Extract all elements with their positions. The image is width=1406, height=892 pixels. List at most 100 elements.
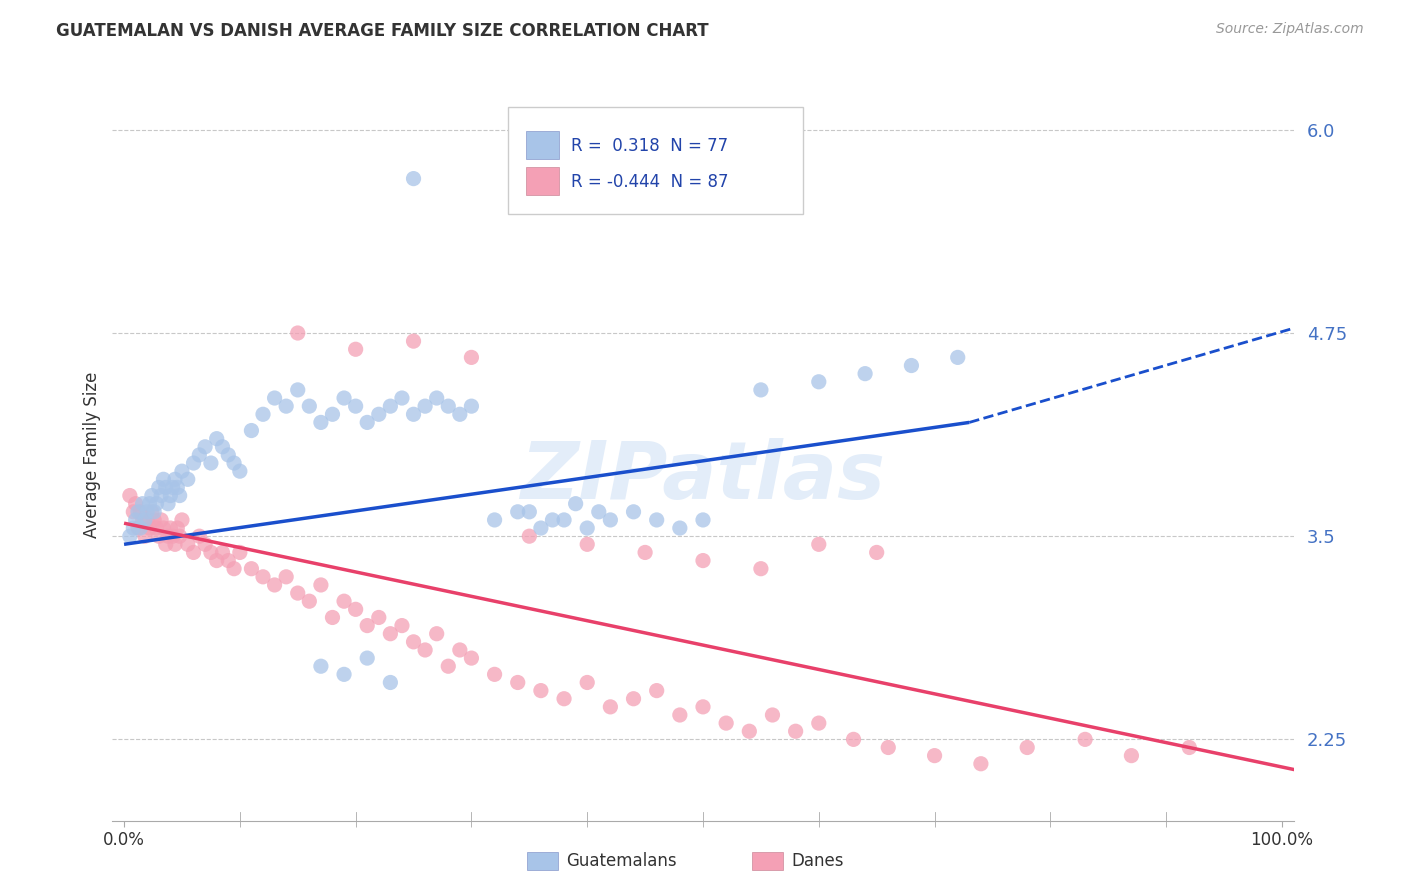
Point bbox=[188, 448, 211, 462]
Point bbox=[669, 708, 692, 723]
Point bbox=[129, 505, 152, 519]
Point bbox=[484, 513, 506, 527]
Point bbox=[309, 659, 332, 673]
Point bbox=[287, 326, 309, 340]
Point bbox=[143, 513, 166, 527]
Point bbox=[276, 570, 298, 584]
Point bbox=[517, 529, 540, 543]
Point bbox=[138, 521, 160, 535]
Point bbox=[564, 497, 586, 511]
Point bbox=[170, 513, 193, 527]
Point bbox=[588, 505, 610, 519]
Point bbox=[380, 399, 402, 413]
Point bbox=[449, 643, 471, 657]
Text: R = -0.444  N = 87: R = -0.444 N = 87 bbox=[571, 173, 728, 191]
Point bbox=[506, 675, 529, 690]
Point bbox=[138, 497, 160, 511]
Point bbox=[402, 407, 425, 421]
Point bbox=[155, 537, 177, 551]
Point bbox=[177, 537, 200, 551]
Point bbox=[157, 529, 180, 543]
Bar bbox=[526, 131, 560, 159]
Point bbox=[344, 399, 367, 413]
Point bbox=[506, 505, 529, 519]
Point bbox=[143, 505, 166, 519]
Point bbox=[402, 171, 425, 186]
Point bbox=[141, 505, 163, 519]
Point bbox=[333, 667, 356, 681]
Text: Danes: Danes bbox=[792, 852, 844, 870]
Point bbox=[157, 497, 180, 511]
Point bbox=[205, 432, 228, 446]
Point bbox=[344, 343, 367, 357]
Point bbox=[309, 578, 332, 592]
Point bbox=[177, 472, 200, 486]
Point bbox=[344, 602, 367, 616]
Point bbox=[749, 383, 772, 397]
Point bbox=[517, 505, 540, 519]
Point bbox=[460, 351, 482, 365]
Point bbox=[623, 505, 645, 519]
Point bbox=[252, 570, 274, 584]
Point bbox=[169, 529, 191, 543]
Point bbox=[150, 489, 173, 503]
Point bbox=[287, 586, 309, 600]
Point bbox=[530, 521, 553, 535]
Point bbox=[356, 651, 378, 665]
Point bbox=[134, 513, 156, 527]
Point bbox=[1074, 732, 1097, 747]
Point bbox=[136, 505, 159, 519]
Point bbox=[263, 391, 285, 405]
Point bbox=[437, 659, 460, 673]
Point bbox=[900, 359, 922, 373]
Point bbox=[163, 472, 186, 486]
Point bbox=[576, 675, 599, 690]
Bar bbox=[526, 168, 560, 195]
Point bbox=[183, 545, 205, 559]
Text: Guatemalans: Guatemalans bbox=[567, 852, 678, 870]
Point bbox=[152, 521, 174, 535]
Point bbox=[380, 675, 402, 690]
Point bbox=[460, 399, 482, 413]
Point bbox=[484, 667, 506, 681]
Point bbox=[131, 513, 153, 527]
Text: ZIPatlas: ZIPatlas bbox=[520, 438, 886, 516]
Point bbox=[169, 489, 191, 503]
Point bbox=[298, 594, 321, 608]
Point bbox=[1121, 748, 1143, 763]
Point bbox=[449, 407, 471, 421]
Point bbox=[136, 513, 159, 527]
Point bbox=[367, 407, 389, 421]
Point bbox=[200, 456, 222, 470]
Point bbox=[842, 732, 865, 747]
Point bbox=[211, 440, 233, 454]
Point bbox=[145, 497, 167, 511]
Point bbox=[391, 618, 413, 632]
Point bbox=[145, 521, 167, 535]
Point bbox=[623, 691, 645, 706]
Point bbox=[553, 513, 575, 527]
Point bbox=[599, 699, 621, 714]
Point bbox=[240, 424, 263, 438]
Point bbox=[738, 724, 761, 739]
Point bbox=[576, 537, 599, 551]
Point bbox=[118, 529, 141, 543]
Point bbox=[127, 521, 149, 535]
Point bbox=[807, 375, 830, 389]
Point bbox=[222, 456, 245, 470]
Point bbox=[217, 553, 239, 567]
Point bbox=[211, 545, 233, 559]
Point bbox=[413, 399, 436, 413]
Point bbox=[402, 635, 425, 649]
Point bbox=[761, 708, 783, 723]
Point bbox=[205, 553, 228, 567]
Point bbox=[692, 699, 714, 714]
Point bbox=[1017, 740, 1039, 755]
Point bbox=[380, 626, 402, 640]
Y-axis label: Average Family Size: Average Family Size bbox=[83, 372, 101, 538]
Point bbox=[437, 399, 460, 413]
Point bbox=[426, 626, 449, 640]
Point bbox=[229, 464, 252, 478]
Point bbox=[356, 416, 378, 430]
Text: GUATEMALAN VS DANISH AVERAGE FAMILY SIZE CORRELATION CHART: GUATEMALAN VS DANISH AVERAGE FAMILY SIZE… bbox=[56, 22, 709, 40]
